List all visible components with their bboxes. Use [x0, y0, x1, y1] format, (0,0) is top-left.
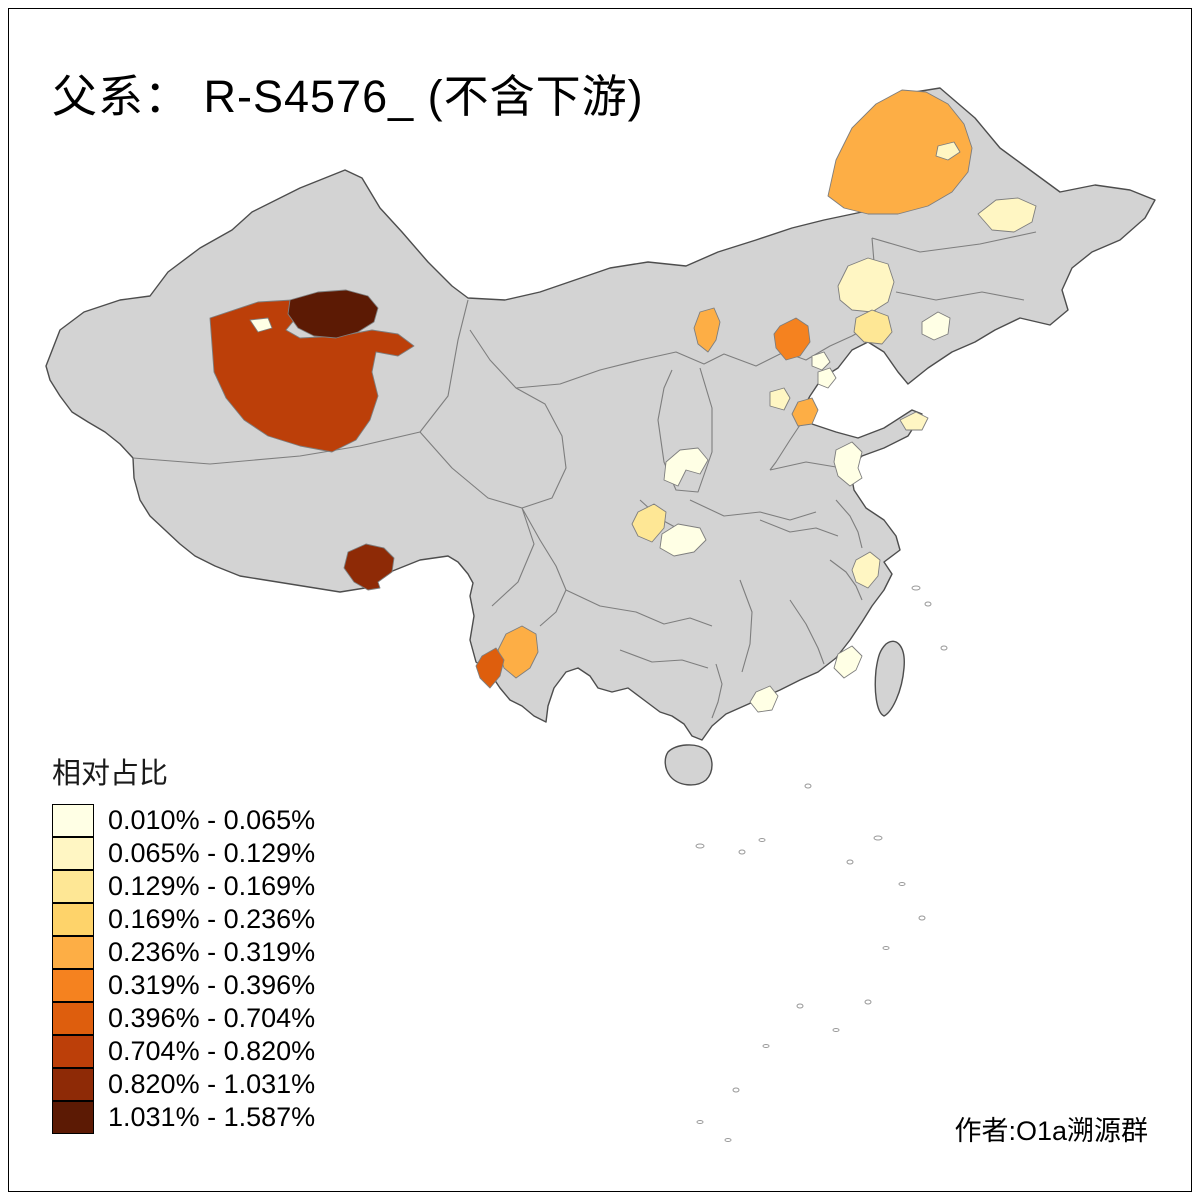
region-fujian	[833, 645, 863, 679]
sea-islands	[695, 585, 948, 1142]
legend-swatch	[52, 804, 94, 837]
legend-row: 0.319% - 0.396%	[52, 969, 315, 1002]
region-beijing-east-1	[811, 351, 831, 371]
region-xinjiang-main	[209, 299, 415, 453]
legend-row: 0.010% - 0.065%	[52, 804, 315, 837]
legend-row: 0.169% - 0.236%	[52, 903, 315, 936]
legend-label: 0.820% - 1.031%	[108, 1069, 316, 1099]
legend-swatch	[52, 936, 94, 969]
legend-label: 0.704% - 0.820%	[108, 1036, 316, 1066]
legend-swatch	[52, 837, 94, 870]
region-xinjiang-sliver	[249, 317, 273, 333]
legend-label: 0.236% - 0.319%	[108, 937, 316, 967]
region-shaanxi	[631, 503, 667, 543]
region-hulunbuir	[827, 89, 973, 215]
region-inner-mongolia	[693, 307, 721, 353]
hainan-shape	[664, 744, 713, 786]
region-beijing-east-2	[817, 367, 837, 389]
legend-row: 0.820% - 1.031%	[52, 1068, 315, 1101]
legend-label: 0.169% - 0.236%	[108, 904, 316, 934]
region-tianjin	[791, 397, 819, 427]
legend-row: 0.065% - 0.129%	[52, 837, 315, 870]
legend-row: 0.704% - 0.820%	[52, 1035, 315, 1068]
legend-row: 1.031% - 1.587%	[52, 1101, 315, 1134]
legend-swatch	[52, 903, 94, 936]
region-tibet-dark	[343, 543, 395, 591]
legend-swatch	[52, 969, 94, 1002]
region-zhejiang	[851, 551, 881, 589]
region-yunnan-dark	[475, 647, 505, 689]
legend-swatch	[52, 1101, 94, 1134]
region-ne-east	[977, 197, 1037, 233]
legend-swatch	[52, 1035, 94, 1068]
legend-entries: 0.010% - 0.065% 0.065% - 0.129% 0.129% - 0…	[52, 804, 315, 1134]
legend-swatch	[52, 1002, 94, 1035]
region-shandong-coast	[899, 411, 929, 431]
legend-label: 0.129% - 0.169%	[108, 871, 316, 901]
region-shanxi-henan	[663, 447, 709, 487]
region-guangdong	[749, 685, 779, 713]
region-sichuan	[659, 523, 707, 557]
legend-label: 1.031% - 1.587%	[108, 1102, 316, 1132]
region-beijing	[773, 317, 811, 361]
taiwan-shape	[874, 640, 905, 717]
legend-swatch	[52, 1068, 94, 1101]
region-jilin-yellow	[853, 309, 893, 345]
region-jilin-pale	[837, 257, 895, 313]
author-credit: 作者:O1a溯源群	[954, 1116, 1148, 1146]
region-hulunbuir-inner	[935, 141, 961, 161]
region-liaoning-pale	[921, 311, 951, 341]
legend-label: 0.010% - 0.065%	[108, 805, 316, 835]
legend-row: 0.236% - 0.319%	[52, 936, 315, 969]
legend-title: 相对占比	[52, 758, 169, 790]
map-title: 父系： R-S4576_ (不含下游)	[52, 71, 644, 122]
region-hebei-pale	[769, 387, 791, 411]
legend-swatch	[52, 870, 94, 903]
legend-row: 0.396% - 0.704%	[52, 1002, 315, 1035]
region-shandong	[833, 441, 863, 487]
legend-row: 0.129% - 0.169%	[52, 870, 315, 903]
choropleth-regions	[209, 89, 1037, 713]
region-xinjiang-dark	[287, 289, 379, 339]
legend-label: 0.065% - 0.129%	[108, 838, 316, 868]
legend: 相对占比 0.010% - 0.065% 0.065% - 0.129% 0.129…	[52, 750, 315, 1134]
china-mainland-shape	[45, 87, 1156, 741]
legend-label: 0.319% - 0.396%	[108, 970, 316, 1000]
legend-label: 0.396% - 0.704%	[108, 1003, 316, 1033]
